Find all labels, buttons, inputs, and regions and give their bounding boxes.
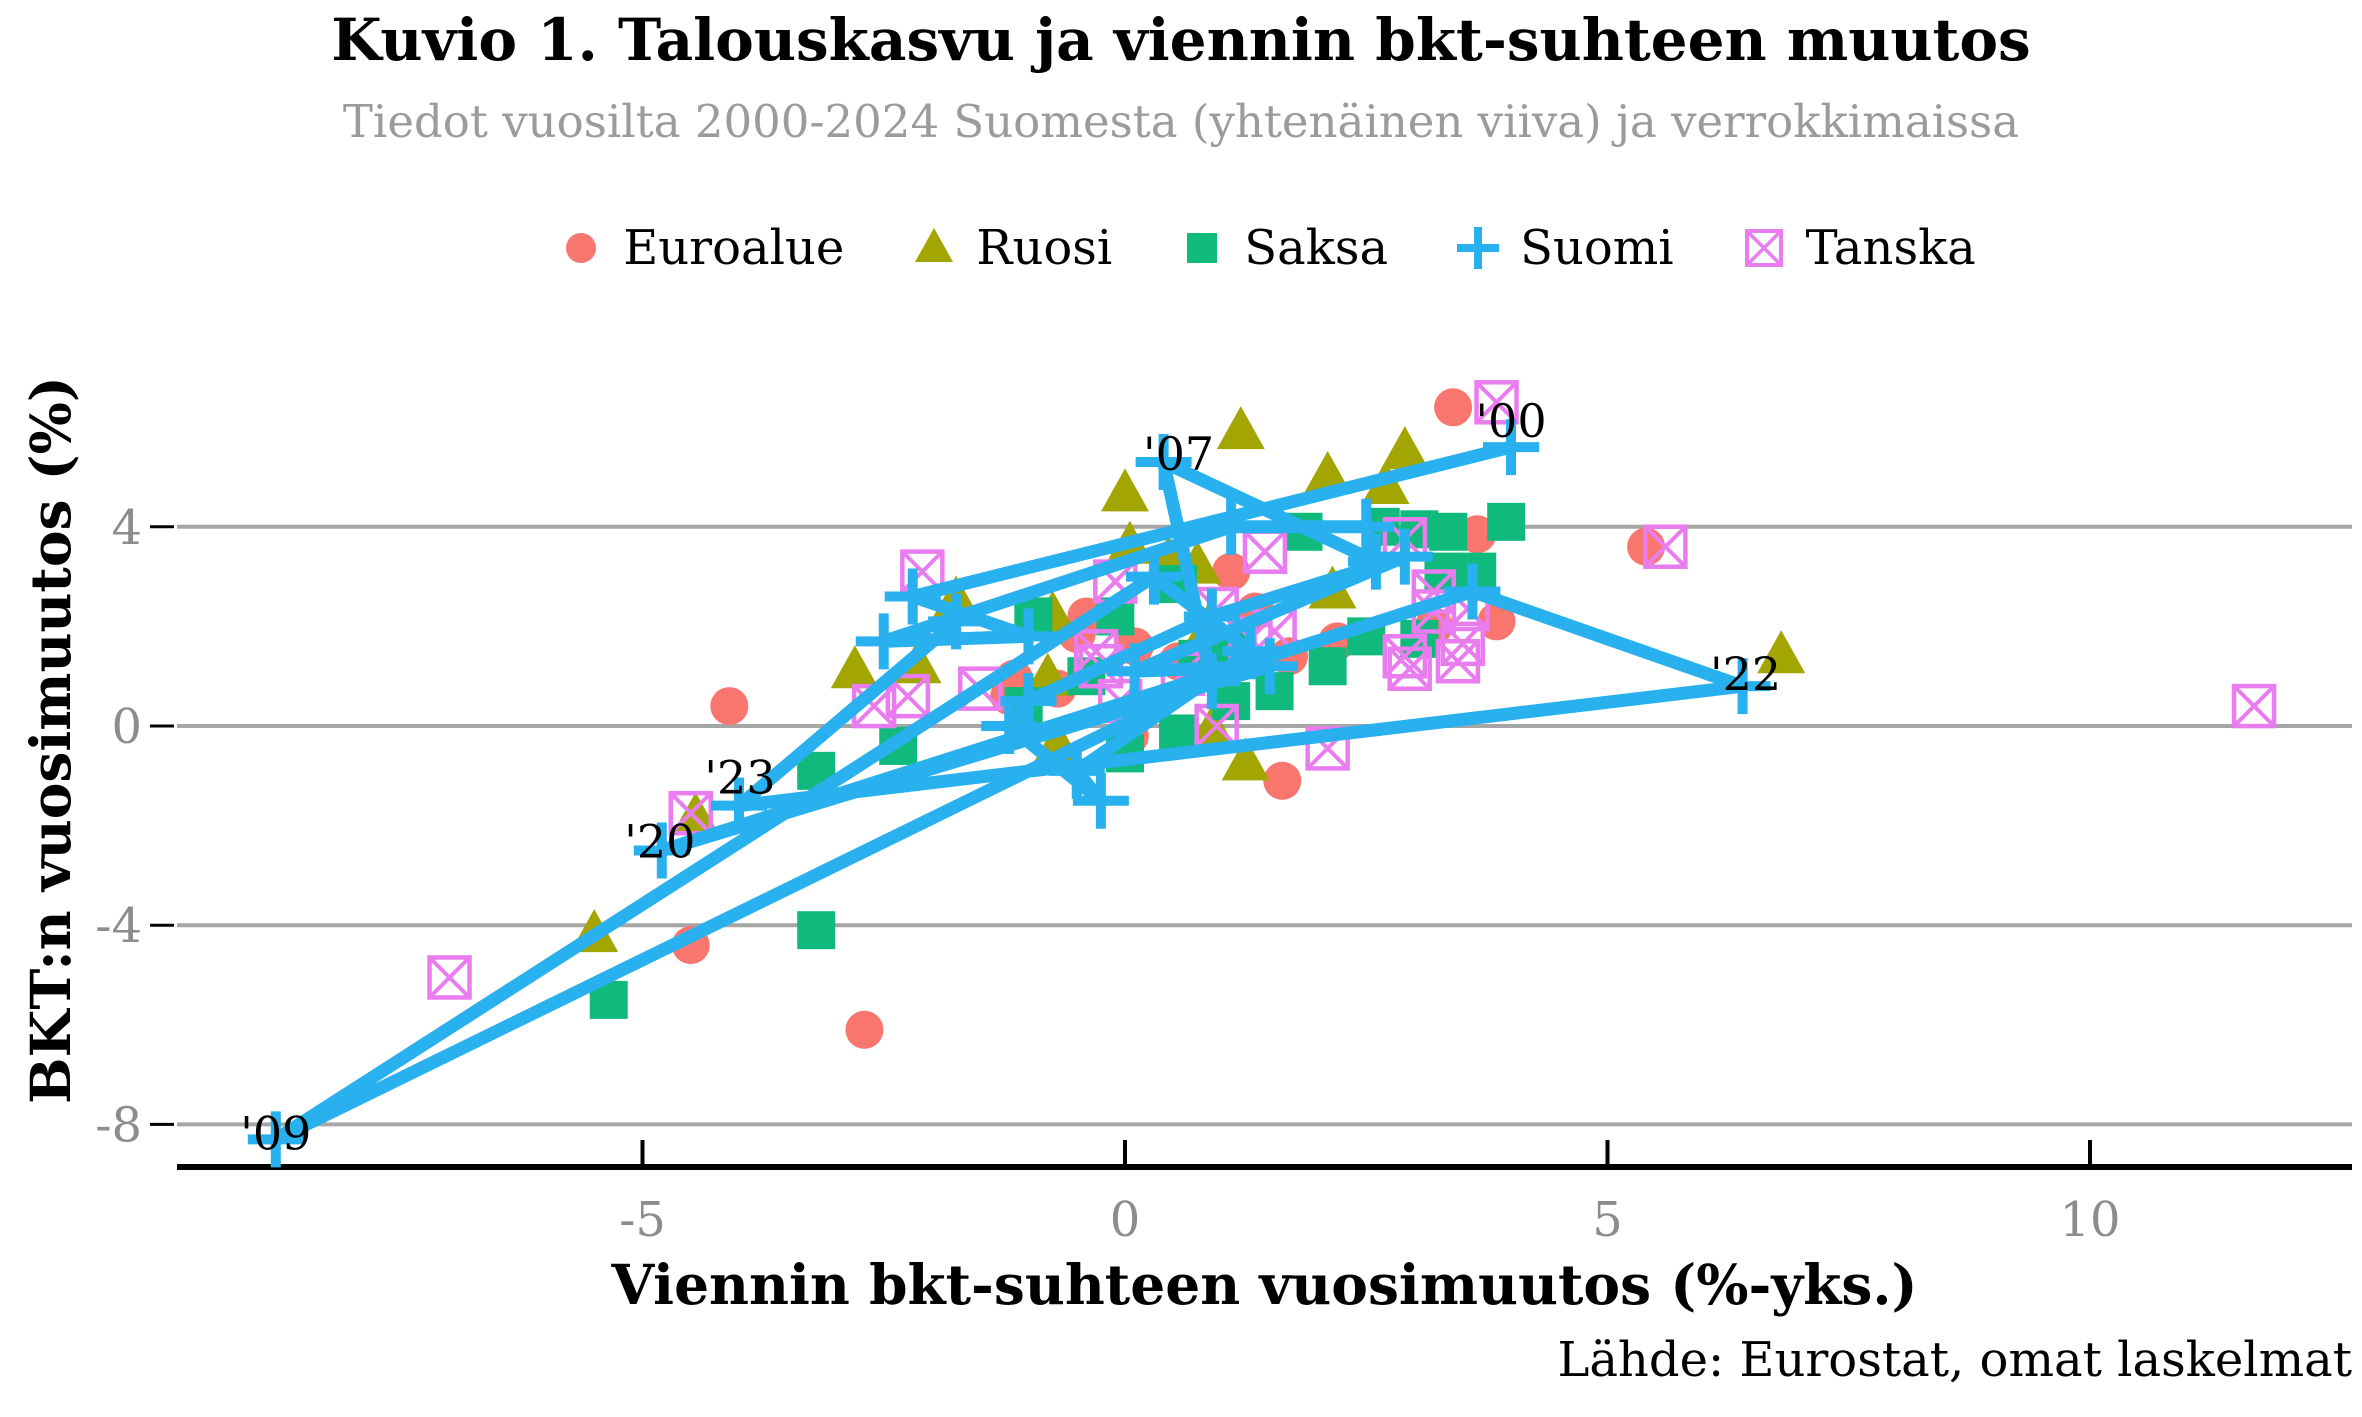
chart-subtitle: Tiedot vuosilta 2000-2024 Suomesta (yhte… bbox=[342, 95, 2020, 148]
marker-plus bbox=[247, 1111, 304, 1168]
marker-crossed-square bbox=[668, 790, 713, 836]
x-tick-label: 0 bbox=[1110, 1192, 1141, 1248]
plus-marker-icon bbox=[1457, 227, 1500, 269]
marker-circle bbox=[845, 1010, 884, 1049]
x-tick-label: 5 bbox=[1592, 1192, 1623, 1248]
marker-plus bbox=[855, 613, 912, 670]
marker-crossed-square bbox=[1474, 380, 1519, 425]
marker-plus bbox=[1714, 658, 1771, 715]
marker-crossed-square bbox=[885, 673, 931, 719]
marker-plus bbox=[1183, 653, 1240, 710]
marker-plus bbox=[1338, 498, 1395, 555]
legend-label-ruosi: Ruosi bbox=[976, 220, 1113, 276]
marker-crossed-square-x bbox=[1388, 647, 1432, 691]
marker-triangle bbox=[671, 792, 720, 836]
marker-plus bbox=[1183, 588, 1240, 645]
marker-plus bbox=[1048, 742, 1105, 799]
marker-crossed-square bbox=[2231, 683, 2277, 729]
legend-label-suomi: Suomi bbox=[1520, 220, 1674, 276]
marker-crossed-square-x bbox=[1195, 704, 1239, 748]
y-axis-title: BKT:n vuosimuutos (%) bbox=[18, 376, 83, 1104]
marker-plus bbox=[1072, 772, 1129, 829]
marker-triangle bbox=[1216, 406, 1265, 450]
triangle-marker-icon bbox=[915, 228, 954, 262]
legend: Euroalue Ruosi Saksa Suomi Tanska bbox=[177, 212, 2352, 284]
marker-plus bbox=[928, 593, 985, 650]
marker-plus bbox=[1444, 563, 1501, 620]
year-annotation: '07 bbox=[1143, 427, 1214, 481]
marker-crossed-square-x bbox=[1643, 525, 1687, 569]
marker-crossed-square-x bbox=[428, 956, 471, 999]
marker-plus bbox=[1125, 548, 1182, 605]
legend-item-saksa: Saksa bbox=[1174, 220, 1388, 276]
marker-circle bbox=[1212, 552, 1251, 591]
marker-crossed-square bbox=[1305, 726, 1350, 771]
marker-plus bbox=[1106, 643, 1163, 700]
marker-plus bbox=[1000, 673, 1057, 730]
finland-line bbox=[269, 440, 1750, 1146]
x-axis-title: Viennin bkt-suhteen vuosimuutos (%-yks.) bbox=[611, 1252, 1918, 1317]
marker-crossed-square bbox=[427, 955, 472, 1000]
legend-item-ruosi: Ruosi bbox=[906, 220, 1112, 276]
y-tick-label: -8 bbox=[95, 1097, 142, 1153]
legend-label-tanska: Tanska bbox=[1805, 220, 1976, 276]
circle-marker-icon bbox=[566, 233, 597, 263]
marker-crossed-square bbox=[1435, 639, 1481, 684]
marker-plus bbox=[1203, 498, 1260, 555]
x-tick-label: 10 bbox=[2059, 1192, 2120, 1248]
crossed-square-marker-icon bbox=[1744, 229, 1783, 267]
source-caption: Lähde: Eurostat, omat laskelmat bbox=[1557, 1332, 2352, 1388]
year-annotation: '20 bbox=[624, 815, 695, 869]
marker-circle bbox=[710, 687, 749, 726]
square-marker-icon bbox=[1187, 233, 1218, 263]
marker-triangle bbox=[830, 645, 879, 689]
year-annotation: '00 bbox=[1475, 394, 1546, 448]
marker-plus bbox=[884, 568, 941, 625]
year-annotation: '22 bbox=[1710, 647, 1781, 701]
y-tick-label: 0 bbox=[111, 699, 142, 755]
marker-triangle bbox=[1221, 737, 1270, 781]
marker-plus bbox=[1135, 434, 1192, 491]
marker-triangle bbox=[1380, 426, 1429, 470]
marker-crossed-square-x bbox=[1475, 380, 1518, 424]
y-tick-label: -4 bbox=[95, 898, 142, 954]
year-annotation: '23 bbox=[704, 751, 775, 805]
marker-square bbox=[1308, 647, 1347, 686]
marker-circle bbox=[1434, 388, 1473, 427]
year-annotation: '09 bbox=[240, 1106, 311, 1160]
marker-plus bbox=[633, 822, 690, 879]
marker-crossed-square-x bbox=[1243, 530, 1287, 574]
marker-crossed-square-x bbox=[669, 791, 713, 835]
legend-item-tanska: Tanska bbox=[1736, 220, 1976, 276]
marker-plus bbox=[1483, 419, 1539, 476]
marker-crossed-square bbox=[958, 666, 1003, 711]
y-tick-label: 4 bbox=[111, 500, 142, 556]
page-title: Kuvio 1. Talouskasvu ja viennin bkt-suht… bbox=[331, 6, 2031, 74]
marker-crossed-square-x bbox=[1436, 639, 1480, 683]
marker-circle bbox=[1458, 515, 1497, 554]
marker-triangle bbox=[1757, 630, 1806, 674]
marker-crossed-square bbox=[1387, 646, 1432, 691]
marker-crossed-square bbox=[1643, 524, 1688, 569]
marker-plus bbox=[1000, 608, 1057, 665]
marker-triangle bbox=[1101, 468, 1149, 512]
marker-crossed-square-x bbox=[886, 674, 930, 718]
legend-label-saksa: Saksa bbox=[1244, 220, 1389, 276]
marker-plus bbox=[1376, 528, 1433, 585]
legend-item-euroalue: Euroalue bbox=[553, 220, 844, 276]
x-tick-label: -5 bbox=[619, 1192, 666, 1248]
legend-label-euroalue: Euroalue bbox=[623, 220, 845, 276]
marker-circle bbox=[1263, 761, 1302, 800]
legend-item-suomi: Suomi bbox=[1450, 220, 1674, 276]
marker-triangle bbox=[1187, 704, 1236, 748]
marker-crossed-square-x bbox=[2232, 684, 2276, 728]
marker-square bbox=[1487, 502, 1526, 541]
marker-plus bbox=[711, 777, 767, 834]
marker-plus bbox=[1241, 638, 1298, 695]
marker-square bbox=[797, 911, 836, 950]
